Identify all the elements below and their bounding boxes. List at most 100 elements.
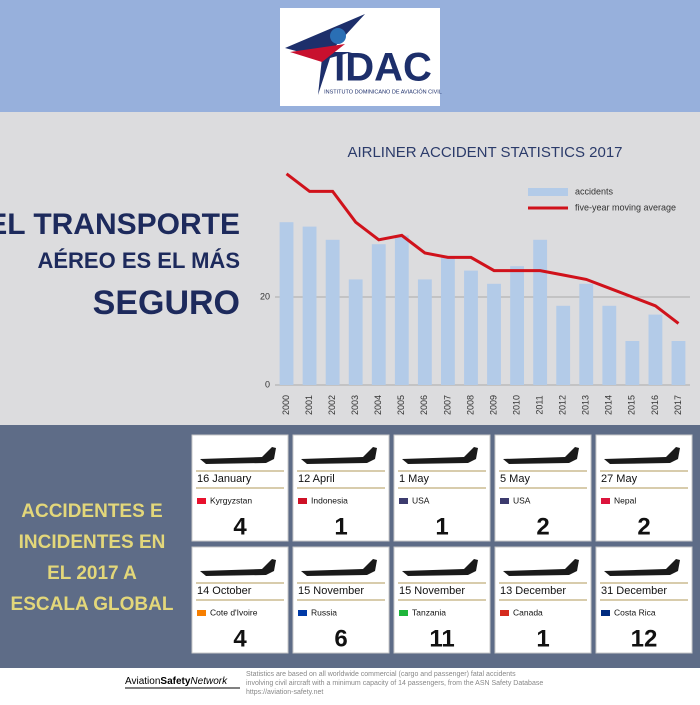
x-tick-label: 2005 [396, 395, 406, 415]
x-tick-label: 2002 [327, 395, 337, 415]
logo-text: IDAC [334, 46, 432, 90]
section-title-line: EL 2017 A [47, 563, 137, 584]
bar [487, 283, 501, 385]
card-country: Tanzania [412, 607, 446, 617]
card-date: 16 January [197, 473, 252, 485]
x-tick-label: 2010 [511, 395, 521, 415]
x-tick-label: 2004 [373, 395, 383, 415]
flag [298, 610, 307, 616]
x-tick-label: 2006 [419, 395, 429, 415]
x-tick-label: 2007 [442, 395, 452, 415]
y-tick-label: 20 [260, 291, 270, 301]
plane-icon [604, 447, 680, 464]
footer-note: involving civil aircraft with a minimum … [246, 680, 543, 687]
card-country: Russia [311, 607, 337, 617]
bar [579, 283, 594, 385]
section-title-line: ESCALA GLOBAL [11, 594, 174, 615]
legend-swatch [528, 188, 568, 196]
plane-icon [604, 559, 680, 576]
footer-brand: AviationSafetyNetwork [125, 676, 228, 687]
brand-part: Network [190, 676, 228, 687]
card: 14 October Cote d'Ivoire 4 [191, 546, 289, 654]
plane-icon [200, 447, 276, 464]
card: 15 November Russia 6 [292, 546, 390, 654]
x-tick-label: 2016 [650, 395, 660, 415]
x-tick-label: 2012 [558, 395, 568, 415]
flag [298, 498, 307, 504]
card-date: 1 May [399, 473, 429, 485]
flag [601, 610, 610, 616]
card-number: 6 [334, 625, 347, 652]
chart-title: AIRLINER ACCIDENT STATISTICS 2017 [347, 144, 622, 161]
bar [556, 305, 571, 385]
bar [325, 239, 340, 385]
bar [510, 266, 524, 385]
flag [197, 610, 206, 616]
section-title-line: ACCIDENTES E [21, 501, 162, 522]
card: 1 May USA 1 [393, 434, 491, 542]
card-number: 2 [637, 513, 650, 540]
logo-subtitle: INSTITUTO DOMINICANO DE AVIACIÓN CIVIL [324, 88, 442, 95]
headline-line: SEGURO [93, 284, 240, 322]
plane-icon [301, 447, 377, 464]
bar [371, 244, 386, 385]
brand-part: Safety [160, 676, 190, 687]
x-tick-label: 2015 [627, 395, 637, 415]
card: 5 May USA 2 [494, 434, 592, 542]
bar [441, 257, 455, 385]
flag [197, 498, 206, 504]
bar [348, 279, 363, 385]
plane-icon [503, 559, 579, 576]
card-number: 1 [435, 513, 448, 540]
y-tick-label: 0 [265, 379, 270, 389]
bar [533, 239, 548, 385]
logo-globe [330, 28, 346, 44]
x-tick-label: 2013 [581, 395, 591, 415]
card-date: 12 April [298, 473, 335, 485]
headline-line: AÉREO ES EL MÁS [37, 248, 240, 273]
flag [399, 610, 408, 616]
footer-note: https://aviation-safety.net [246, 689, 323, 696]
card-country: USA [513, 495, 531, 505]
logo-swoosh-red [290, 44, 345, 62]
card-date: 15 November [298, 585, 364, 597]
flag [500, 498, 509, 504]
flag [500, 610, 509, 616]
card-number: 11 [429, 625, 454, 652]
card-country: Kyrgyzstan [210, 495, 252, 505]
brand-part: Aviation [125, 676, 160, 687]
card-country: Costa Rica [614, 607, 656, 617]
card: 16 January Kyrgyzstan 4 [191, 434, 289, 542]
card-country: Cote d'Ivoire [210, 607, 258, 617]
bar [394, 235, 409, 385]
card-number: 12 [631, 625, 658, 652]
card-number: 1 [334, 513, 347, 540]
bar [417, 279, 432, 385]
card-number: 4 [233, 513, 247, 540]
plane-icon [503, 447, 579, 464]
card-date: 13 December [500, 585, 566, 597]
card-date: 27 May [601, 473, 638, 485]
x-tick-label: 2017 [673, 395, 683, 415]
card-country: Nepal [614, 495, 636, 505]
x-tick-label: 2000 [281, 395, 291, 415]
bar [602, 305, 617, 385]
footer-note: Statistics are based on all worldwide co… [246, 671, 516, 678]
card-date: 15 November [399, 585, 465, 597]
card: 15 November Tanzania 11 [393, 546, 491, 654]
card-date: 5 May [500, 473, 530, 485]
legend-label: five-year moving average [575, 202, 676, 212]
card-country: Canada [513, 607, 543, 617]
x-tick-label: 2003 [350, 395, 360, 415]
headline-line: EL TRANSPORTE [0, 208, 240, 241]
card-country: USA [412, 495, 430, 505]
card: 12 April Indonesia 1 [292, 434, 390, 542]
plane-icon [200, 559, 276, 576]
x-tick-label: 2001 [304, 395, 314, 415]
bar [625, 341, 640, 385]
footer-band [0, 668, 700, 700]
card: 13 December Canada 1 [494, 546, 592, 654]
